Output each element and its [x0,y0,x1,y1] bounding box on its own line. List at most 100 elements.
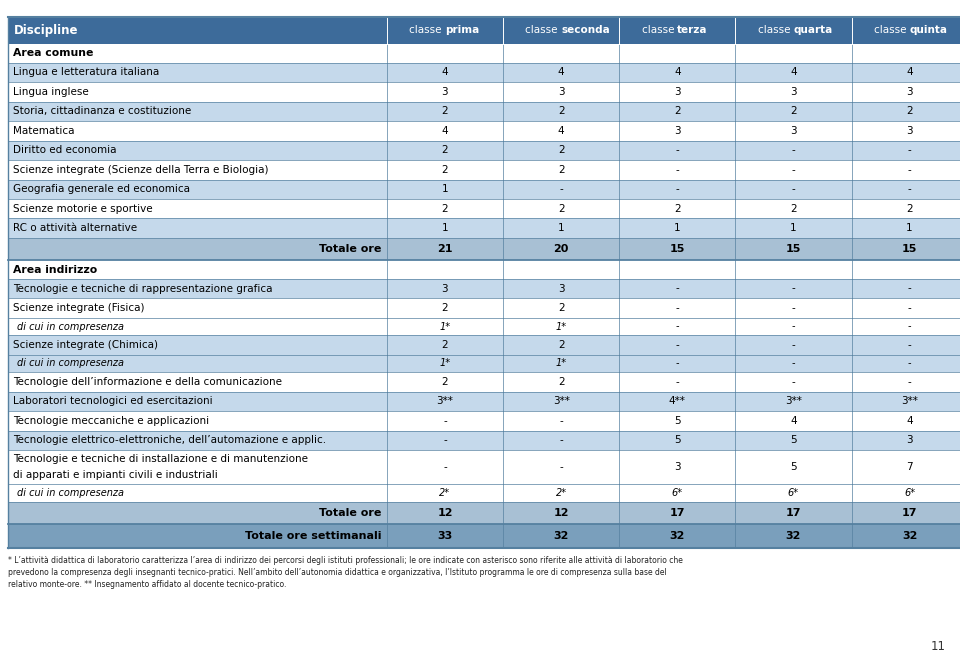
Text: 32: 32 [785,531,802,541]
Text: -: - [676,303,679,313]
Text: 2: 2 [674,106,681,116]
Text: quinta: quinta [910,25,948,36]
Text: Area indirizzo: Area indirizzo [13,265,98,275]
Text: 2: 2 [674,204,681,214]
Text: 12: 12 [437,508,453,518]
Text: 1*: 1* [556,321,566,331]
Text: 4: 4 [674,67,681,77]
Text: -: - [560,462,563,473]
Text: -: - [676,165,679,175]
Text: 2*: 2* [440,488,450,498]
Text: -: - [676,377,679,387]
Text: -: - [908,340,911,350]
Text: 11: 11 [930,640,946,653]
Bar [8,63,960,82]
Text: Totale ore: Totale ore [319,508,381,518]
Text: Geografia generale ed economica: Geografia generale ed economica [13,184,190,194]
Bar [8,502,960,524]
Text: 1: 1 [558,223,564,233]
Text: 6*: 6* [672,488,683,498]
Text: 2: 2 [558,340,564,350]
Bar [8,484,960,502]
Text: 3: 3 [442,87,448,97]
Text: 2: 2 [558,106,564,116]
Text: Discipline: Discipline [13,24,78,37]
Text: di apparati e impianti civili e industriali: di apparati e impianti civili e industri… [13,470,218,480]
Text: -: - [792,165,795,175]
Bar [8,238,960,260]
Text: 2: 2 [558,303,564,313]
Text: -: - [560,416,563,426]
Text: 1: 1 [442,184,448,194]
Bar [8,391,960,411]
Text: -: - [444,462,446,473]
Text: 2: 2 [442,145,448,155]
Text: 15: 15 [669,244,685,254]
Text: -: - [792,377,795,387]
Text: -: - [676,358,679,368]
Bar [8,411,960,430]
Text: 2: 2 [558,377,564,387]
Text: -: - [792,358,795,368]
Text: -: - [676,321,679,331]
Text: Tecnologie meccaniche e applicazioni: Tecnologie meccaniche e applicazioni [13,416,209,426]
Text: 6*: 6* [904,488,915,498]
Text: di cui in compresenza: di cui in compresenza [17,488,124,498]
Bar [8,180,960,199]
Text: 1: 1 [790,223,797,233]
Text: Scienze integrate (Fisica): Scienze integrate (Fisica) [13,303,145,313]
Text: 5: 5 [674,436,681,446]
Text: 3: 3 [906,126,913,136]
Text: 2: 2 [558,165,564,175]
Text: -: - [676,145,679,155]
Text: 4: 4 [558,67,564,77]
Text: 2: 2 [442,204,448,214]
Text: Laboratori tecnologici ed esercitazioni: Laboratori tecnologici ed esercitazioni [13,397,213,407]
Text: -: - [792,284,795,294]
Text: 2: 2 [906,204,913,214]
Text: 4: 4 [906,416,913,426]
Text: 2: 2 [906,106,913,116]
Text: 5: 5 [790,462,797,473]
Text: prima: prima [445,25,479,36]
Bar [8,102,960,121]
Text: classe: classe [525,25,561,36]
Text: classe: classe [874,25,910,36]
Text: 1*: 1* [556,358,566,368]
Text: 1*: 1* [440,321,450,331]
Text: -: - [792,321,795,331]
Text: 3: 3 [790,87,797,97]
Text: 21: 21 [437,244,453,254]
Bar [8,260,960,279]
Text: 17: 17 [785,508,802,518]
Text: -: - [908,184,911,194]
Text: terza: terza [678,25,708,36]
Bar [8,160,960,180]
Bar [8,218,960,238]
Text: 4: 4 [558,126,564,136]
Text: 3: 3 [906,436,913,446]
Text: -: - [560,184,563,194]
Text: 32: 32 [669,531,685,541]
Text: 17: 17 [901,508,918,518]
Text: 2: 2 [790,204,797,214]
Text: di cui in compresenza: di cui in compresenza [17,358,124,368]
Text: 2: 2 [442,340,448,350]
Text: -: - [908,321,911,331]
Text: -: - [792,145,795,155]
Text: Tecnologie e tecniche di installazione e di manutenzione: Tecnologie e tecniche di installazione e… [13,454,308,465]
Bar [8,82,960,102]
Text: Tecnologie e tecniche di rappresentazione grafica: Tecnologie e tecniche di rappresentazion… [13,284,273,294]
Bar [8,298,960,317]
Text: 2: 2 [558,145,564,155]
Text: 3**: 3** [901,397,918,407]
Text: 1: 1 [442,223,448,233]
Text: 3**: 3** [785,397,802,407]
Text: 3: 3 [558,284,564,294]
Text: Totale ore settimanali: Totale ore settimanali [245,531,381,541]
Text: 1: 1 [906,223,913,233]
Text: classe: classe [641,25,678,36]
Text: * L’attività didattica di laboratorio caratterizza l’area di indirizzo dei perco: * L’attività didattica di laboratorio ca… [8,556,683,589]
Text: 7: 7 [906,462,913,473]
Text: 4: 4 [790,67,797,77]
